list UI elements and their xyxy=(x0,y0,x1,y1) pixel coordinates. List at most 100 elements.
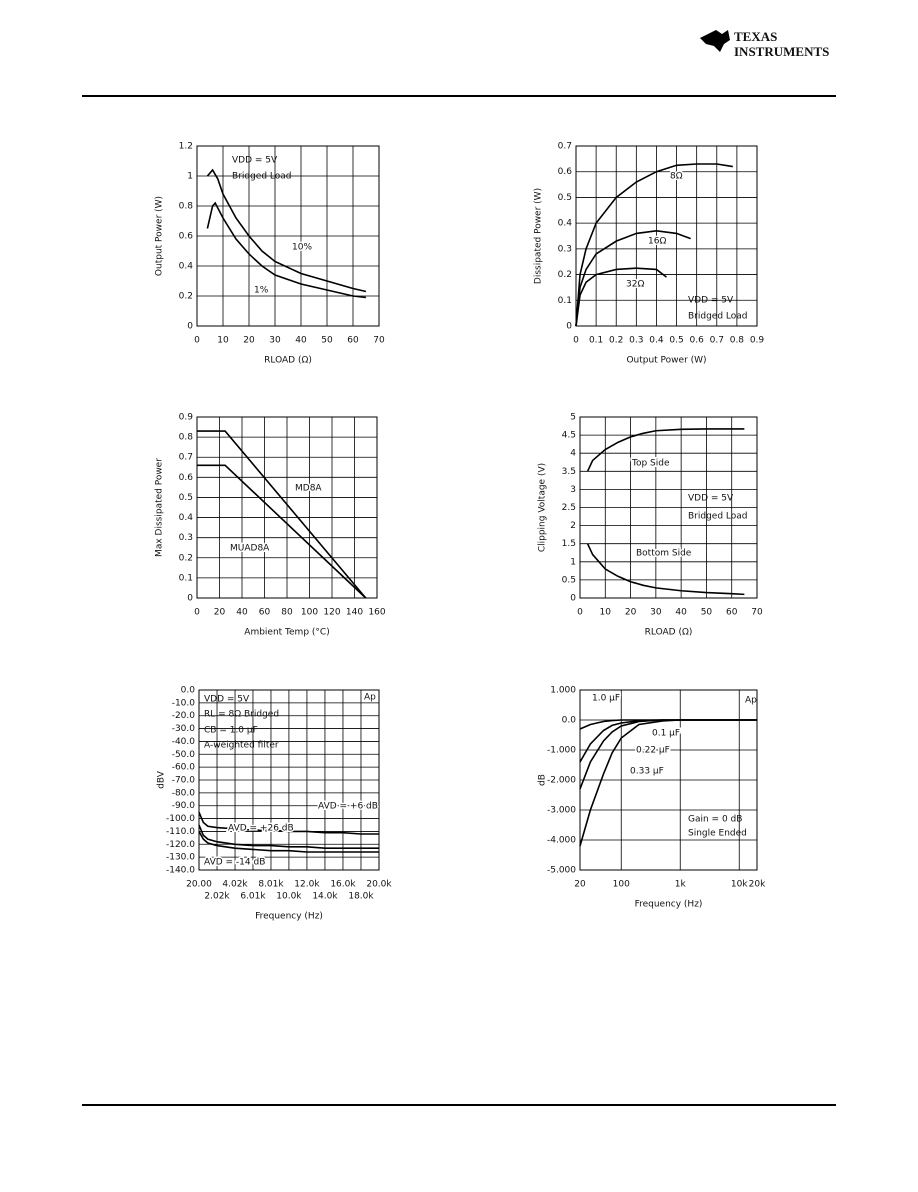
x-tick-label: 14.0k xyxy=(312,892,338,902)
y-tick-label: -3.000 xyxy=(547,806,576,816)
y-tick-label: 4 xyxy=(570,449,576,459)
x-axis-label: Ambient Temp (°C) xyxy=(244,628,329,638)
series-label: 10% xyxy=(292,243,312,253)
x-tick-label: 20 xyxy=(214,608,226,618)
x-tick-label: 0.5 xyxy=(669,336,683,346)
series-label: 8Ω xyxy=(670,172,683,182)
y-tick-label: 0.4 xyxy=(558,219,573,229)
series-line xyxy=(579,719,757,730)
x-tick-label: 50 xyxy=(701,608,713,618)
series-line xyxy=(586,543,745,596)
x-axis-label: Frequency (Hz) xyxy=(255,912,323,922)
series-line xyxy=(197,430,367,599)
series-line xyxy=(206,168,367,293)
x-tick-label: 40 xyxy=(295,336,307,346)
series-line xyxy=(197,464,367,599)
annotation: RL = 8Ω Bridged xyxy=(204,710,279,720)
annotation: Ap xyxy=(364,693,376,703)
annotation: VDD = 5V xyxy=(688,494,734,504)
y-tick-label: 0.5 xyxy=(179,493,193,503)
y-tick-label: 0 xyxy=(570,594,576,604)
y-axis-label: Output Power (W) xyxy=(155,196,165,276)
y-tick-label: 0.1 xyxy=(558,296,572,306)
y-tick-label: 0.7 xyxy=(558,142,572,152)
x-tick-label: 70 xyxy=(751,608,763,618)
series-line xyxy=(575,163,733,327)
x-tick-label: 0 xyxy=(573,336,579,346)
x-tick-label: 4.02k xyxy=(222,880,248,890)
y-tick-label: 0.6 xyxy=(179,473,194,483)
series-line xyxy=(579,719,757,763)
y-tick-label: 0.4 xyxy=(179,262,194,272)
y-tick-label: 0.9 xyxy=(179,413,194,423)
x-tick-label: 1k xyxy=(675,880,687,890)
x-tick-label: 0.9 xyxy=(750,336,765,346)
x-tick-label: 60 xyxy=(347,336,359,346)
y-tick-label: 5 xyxy=(570,413,576,423)
x-tick-label: 30 xyxy=(269,336,281,346)
y-tick-label: 1.000 xyxy=(550,686,576,696)
y-tick-label: -4.000 xyxy=(547,836,576,846)
y-tick-label: -10.0 xyxy=(172,698,196,708)
y-tick-label: 0 xyxy=(566,322,572,332)
series-label: 0.1 µF xyxy=(652,729,680,739)
chart: 0 0.1 0.2 0.3 0.4 0.5 0.6 0.7 0 0.1 0.2 0.3 0.4 0.5 0.… xyxy=(534,142,765,366)
y-tick-label: 2.5 xyxy=(562,503,576,513)
x-tick-label: 16.0k xyxy=(330,880,356,890)
series-label: MUAD8A xyxy=(230,544,270,554)
y-tick-label: 3 xyxy=(570,485,576,495)
x-tick-label: 100 xyxy=(613,880,630,890)
y-axis-label: Dissipated Power (W) xyxy=(534,188,544,284)
y-tick-label: -100.0 xyxy=(166,814,195,824)
series-line xyxy=(198,811,379,835)
y-tick-label: 0.6 xyxy=(558,167,573,177)
x-tick-label: 30 xyxy=(650,608,662,618)
y-tick-label: -2.000 xyxy=(547,776,576,786)
y-tick-label: -50.0 xyxy=(172,750,196,760)
x-tick-label: 0.8 xyxy=(730,336,745,346)
chart: 0 0.2 0.4 0.6 0.8 1 1.2 0 10 20 30 40 50 60 70 Output P… xyxy=(155,142,385,366)
x-tick-label: 20 xyxy=(625,608,637,618)
annotation: VDD = 5V xyxy=(204,695,250,705)
y-tick-label: -1.000 xyxy=(547,746,576,756)
x-axis-label: RLOAD (Ω) xyxy=(264,356,312,366)
annotation: Single Ended xyxy=(688,829,747,839)
x-tick-label: 6.01k xyxy=(240,892,266,902)
series-label: AVD = +6 dB xyxy=(318,802,378,812)
series-label: 0.33 µF xyxy=(630,767,664,777)
annotation: Bridged Load xyxy=(232,172,292,182)
x-axis-label: RLOAD (Ω) xyxy=(645,628,693,638)
x-tick-label: 0.6 xyxy=(690,336,705,346)
x-tick-label: 100 xyxy=(301,608,318,618)
x-tick-label: 2.02k xyxy=(204,892,230,902)
x-tick-label: 0.2 xyxy=(609,336,623,346)
y-tick-label: 0.8 xyxy=(179,433,194,443)
header-rule xyxy=(82,95,836,97)
series-label: AVD = -14 dB xyxy=(204,858,265,868)
y-tick-label: 1 xyxy=(570,557,576,567)
series-label: Bottom Side xyxy=(636,549,692,559)
x-tick-label: 12.0k xyxy=(294,880,320,890)
y-tick-label: -30.0 xyxy=(172,724,196,734)
series-label: 1% xyxy=(254,286,269,296)
annotation: VDD = 5V xyxy=(232,156,278,166)
y-tick-label: 2 xyxy=(570,521,576,531)
x-tick-label: 40 xyxy=(675,608,687,618)
annotation: VDD = 5V xyxy=(688,296,734,306)
chart: 00.511.522.533.544.550 10 20 30 40 50 60 70Clip… xyxy=(538,413,763,638)
series-line xyxy=(575,230,691,327)
y-tick-label: -70.0 xyxy=(172,776,196,786)
x-tick-label: 70 xyxy=(373,336,385,346)
x-tick-label: 20k xyxy=(749,880,766,890)
x-tick-label: 0.4 xyxy=(649,336,664,346)
x-tick-label: 0.1 xyxy=(589,336,603,346)
series-line xyxy=(198,824,379,849)
y-tick-label: 0.2 xyxy=(179,553,193,563)
y-tick-label: -40.0 xyxy=(172,737,196,747)
y-tick-label: 0.8 xyxy=(179,202,194,212)
series-label: Top Side xyxy=(631,459,670,469)
x-tick-label: 10k xyxy=(731,880,748,890)
y-tick-label: -110.0 xyxy=(166,827,195,837)
annotation: Ap xyxy=(745,696,757,706)
x-tick-label: 20 xyxy=(574,880,586,890)
